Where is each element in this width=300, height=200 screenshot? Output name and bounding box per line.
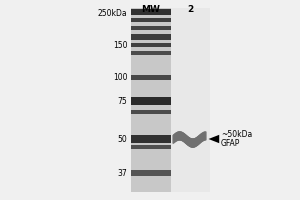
Text: ~50kDa: ~50kDa (221, 130, 252, 139)
Bar (130, 8, 171, 192)
Text: 250kDa: 250kDa (98, 8, 127, 18)
Bar (130, 145, 171, 149)
Bar (130, 170, 171, 176)
Text: 2: 2 (188, 5, 194, 14)
Bar (130, 135, 171, 143)
Text: MW: MW (141, 5, 160, 14)
Bar (130, 51, 171, 55)
Bar (130, 34, 171, 40)
Text: 75: 75 (118, 97, 128, 106)
Bar (130, 110, 171, 114)
Bar (130, 18, 171, 22)
Text: 50: 50 (118, 134, 128, 144)
Text: 37: 37 (118, 168, 128, 178)
Text: GFAP: GFAP (221, 139, 241, 148)
Bar (130, 43, 171, 47)
Bar (130, 9, 171, 15)
Bar (130, 26, 171, 30)
Text: 150: 150 (113, 40, 127, 49)
Bar (130, 97, 171, 105)
Bar (130, 74, 171, 79)
Bar (171, 8, 210, 192)
Text: 100: 100 (113, 72, 127, 82)
Polygon shape (208, 135, 219, 143)
